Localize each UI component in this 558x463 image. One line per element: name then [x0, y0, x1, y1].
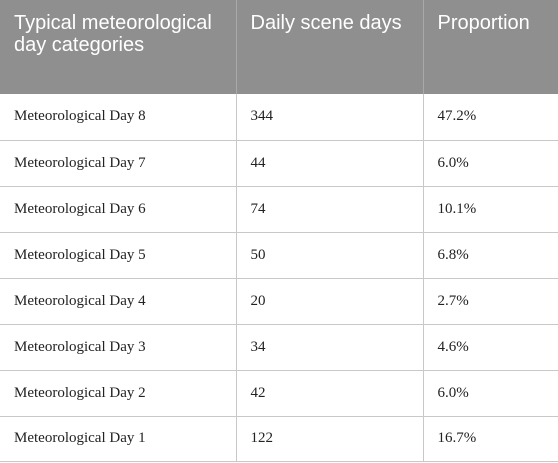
- cell-category: Meteorological Day 5: [0, 232, 237, 279]
- cell-category: Meteorological Day 4: [0, 278, 237, 325]
- table-header: Typical meteorological day categories Da…: [0, 0, 558, 94]
- cell-proportion: 16.7%: [423, 416, 558, 462]
- table-row: Meteorological Day 4 20 2.7%: [0, 278, 558, 325]
- cell-proportion: 47.2%: [423, 94, 558, 141]
- cell-days: 344: [236, 94, 424, 141]
- header-category: Typical meteorological day categories: [0, 0, 237, 94]
- table-row: Meteorological Day 2 42 6.0%: [0, 370, 558, 417]
- cell-proportion: 6.0%: [423, 370, 558, 417]
- cell-category: Meteorological Day 1: [0, 416, 237, 462]
- cell-days: 50: [236, 232, 424, 279]
- cell-days: 20: [236, 278, 424, 325]
- table-body: Meteorological Day 8 344 47.2% Meteorolo…: [0, 94, 558, 462]
- cell-days: 34: [236, 324, 424, 371]
- cell-days: 74: [236, 186, 424, 233]
- cell-category: Meteorological Day 2: [0, 370, 237, 417]
- cell-category: Meteorological Day 7: [0, 140, 237, 187]
- cell-days: 122: [236, 416, 424, 462]
- cell-days: 42: [236, 370, 424, 417]
- header-row: Typical meteorological day categories Da…: [0, 0, 558, 94]
- cell-category: Meteorological Day 3: [0, 324, 237, 371]
- table-row: Meteorological Day 1 122 16.7%: [0, 416, 558, 462]
- cell-category: Meteorological Day 8: [0, 94, 237, 141]
- cell-category: Meteorological Day 6: [0, 186, 237, 233]
- cell-proportion: 10.1%: [423, 186, 558, 233]
- header-days: Daily scene days: [236, 0, 424, 94]
- cell-proportion: 6.8%: [423, 232, 558, 279]
- table-row: Meteorological Day 8 344 47.2%: [0, 94, 558, 141]
- table-row: Meteorological Day 5 50 6.8%: [0, 232, 558, 279]
- header-proportion: Proportion: [423, 0, 558, 94]
- cell-proportion: 2.7%: [423, 278, 558, 325]
- table-row: Meteorological Day 3 34 4.6%: [0, 324, 558, 371]
- cell-proportion: 4.6%: [423, 324, 558, 371]
- cell-proportion: 6.0%: [423, 140, 558, 187]
- table-row: Meteorological Day 6 74 10.1%: [0, 186, 558, 233]
- table-row: Meteorological Day 7 44 6.0%: [0, 140, 558, 187]
- cell-days: 44: [236, 140, 424, 187]
